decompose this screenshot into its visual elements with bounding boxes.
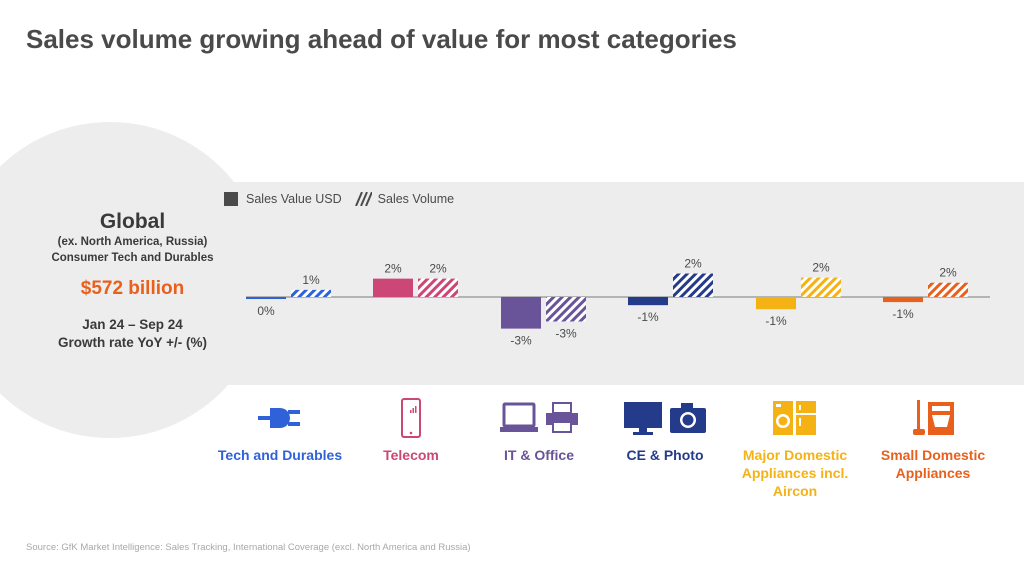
- volume-bar-4: [801, 277, 841, 297]
- category-label: Tech and Durables: [217, 447, 343, 463]
- vacuum-mixer-icon: [913, 400, 954, 435]
- category-small-domestic: Small Domestic Appliances: [858, 398, 1008, 482]
- value-bar-2: [501, 297, 541, 329]
- category-label: Telecom: [383, 447, 439, 463]
- volume-bar-2: [546, 297, 586, 322]
- region-exclusions: (ex. North America, Russia): [57, 236, 208, 248]
- volume-label-3: 2%: [684, 257, 702, 271]
- legend-swatch-volume: [354, 192, 372, 206]
- volume-label-1: 2%: [429, 262, 447, 276]
- value-bar-5: [883, 297, 923, 303]
- volume-bar-5: [928, 282, 968, 297]
- volume-bar-3: [673, 273, 713, 297]
- legend-label-value: Sales Value USD: [246, 192, 342, 206]
- value-bar-0: [246, 297, 286, 300]
- washing-machine-icon: [773, 401, 816, 435]
- category-major-domestic: Major Domestic Appliances incl. Aircon: [720, 398, 870, 500]
- volume-label-5: 2%: [939, 266, 957, 280]
- chart-legend: Sales Value USD Sales Volume: [224, 192, 454, 206]
- volume-bar-1: [418, 278, 458, 297]
- legend-label-volume: Sales Volume: [377, 192, 455, 206]
- value-label-4: -1%: [765, 314, 787, 328]
- value-label-1: 2%: [384, 262, 402, 276]
- volume-label-2: -3%: [555, 326, 577, 340]
- camera-icon: [670, 403, 706, 433]
- category-label: IT & Office: [503, 447, 574, 463]
- category-telecom: Telecom: [336, 398, 486, 464]
- category-ce-photo: CE & Photo: [590, 398, 740, 464]
- source-note: Source: GfK Market Intelligence: Sales T…: [26, 542, 471, 553]
- value-bar-1: [373, 278, 413, 297]
- period-label: Jan 24 – Sep 24 Growth rate YoY +/- (%): [20, 316, 245, 352]
- value-bar-4: [756, 297, 796, 310]
- page-title: Sales volume growing ahead of value for …: [26, 24, 737, 54]
- volume-bar-0: [291, 289, 331, 297]
- volume-label-0: 1%: [302, 273, 320, 287]
- volume-label-4: 2%: [812, 261, 830, 275]
- value-bar-3: [628, 297, 668, 306]
- tv-icon: [624, 402, 662, 435]
- category-label: Small Domestic Appliances: [880, 447, 986, 481]
- value-label-2: -3%: [510, 334, 532, 348]
- summary-panel: Global (ex. North America, Russia) Consu…: [20, 210, 245, 352]
- plug-icon: [258, 408, 300, 428]
- category-tech-durables: Tech and Durables: [205, 398, 355, 464]
- total-market-value: $572 billion: [80, 278, 185, 299]
- value-label-5: -1%: [892, 307, 914, 321]
- category-label: Major Domestic Appliances incl. Aircon: [741, 447, 849, 499]
- period-range: Jan 24 – Sep 24: [82, 317, 183, 332]
- market-scope: Consumer Tech and Durables: [51, 252, 214, 264]
- smartphone-icon: [401, 398, 421, 438]
- value-label-3: -1%: [637, 310, 659, 324]
- printer-icon: [546, 402, 578, 433]
- value-label-0: 0%: [257, 304, 275, 318]
- category-it-office: IT & Office: [464, 398, 614, 464]
- background-circle: [0, 122, 268, 438]
- region-heading: Global: [99, 210, 166, 233]
- category-label: CE & Photo: [626, 447, 704, 463]
- legend-swatch-value: [224, 192, 238, 206]
- metric-label: Growth rate YoY +/- (%): [58, 335, 207, 350]
- laptop-icon: [500, 402, 538, 432]
